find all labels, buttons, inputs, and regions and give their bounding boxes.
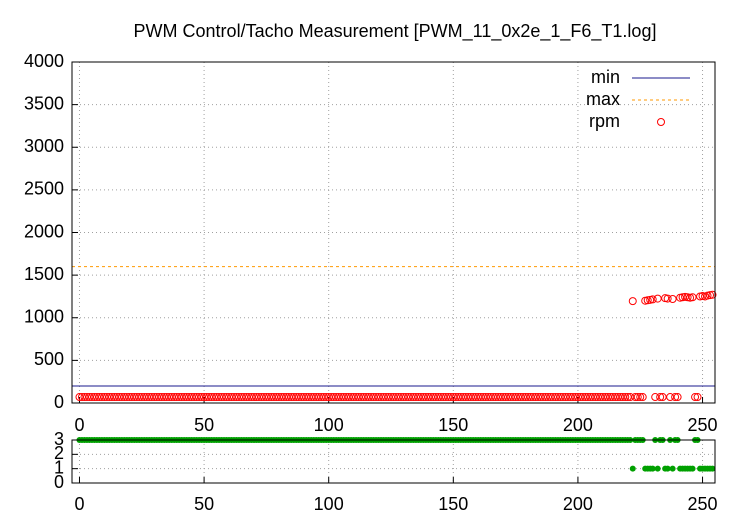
data-point — [673, 393, 682, 402]
data-point — [688, 293, 697, 302]
data-point — [668, 294, 677, 303]
data-point — [689, 465, 696, 472]
x-tick-label: 50 — [194, 494, 214, 514]
data-point — [671, 393, 680, 402]
data-point — [636, 393, 645, 402]
legend-label: min — [591, 67, 620, 87]
y-tick-label: 500 — [34, 349, 64, 369]
y-tick-label: 3 — [54, 429, 64, 449]
data-point — [709, 465, 716, 472]
data-point — [654, 465, 661, 472]
y-tick-label: 0 — [54, 392, 64, 412]
y-tick-label: 4000 — [24, 51, 64, 71]
data-point — [649, 465, 656, 472]
x-tick-label: 100 — [314, 494, 344, 514]
x-tick-label: 50 — [194, 415, 214, 435]
x-tick-label: 100 — [314, 415, 344, 435]
x-tick-label: 250 — [688, 494, 718, 514]
x-tick-label: 200 — [563, 494, 593, 514]
data-point — [648, 295, 657, 304]
data-point — [664, 465, 671, 472]
data-point — [638, 393, 647, 402]
y-tick-label: 2 — [54, 443, 64, 463]
data-point — [628, 297, 637, 306]
y-tick-label: 3500 — [24, 93, 64, 113]
y-tick-label: 2000 — [24, 221, 64, 241]
data-point — [691, 393, 700, 402]
plot-frame — [71, 439, 716, 484]
x-tick-label: 150 — [438, 494, 468, 514]
data-point — [629, 465, 636, 472]
x-tick-label: 0 — [74, 415, 84, 435]
y-tick-label: 1500 — [24, 264, 64, 284]
data-point — [669, 465, 676, 472]
y-tick-label: 1 — [54, 457, 64, 477]
y-tick-label: 0 — [54, 472, 64, 492]
y-tick-label: 1000 — [24, 307, 64, 327]
legend-symbol — [657, 118, 665, 126]
legend-label: rpm — [589, 111, 620, 131]
plot-frame — [71, 61, 716, 404]
x-tick-label: 250 — [688, 415, 718, 435]
x-tick-label: 200 — [563, 415, 593, 435]
data-point — [663, 294, 672, 303]
y-tick-label: 3000 — [24, 136, 64, 156]
x-tick-label: 150 — [438, 415, 468, 435]
y-tick-label: 2500 — [24, 179, 64, 199]
data-point — [633, 393, 642, 402]
data-point — [708, 290, 717, 299]
data-point — [656, 393, 665, 402]
chart-title: PWM Control/Tacho Measurement [PWM_11_0x… — [134, 21, 657, 42]
data-point — [693, 393, 702, 402]
data-point — [653, 294, 662, 303]
legend-label: max — [586, 89, 620, 109]
x-tick-label: 0 — [74, 494, 84, 514]
data-point — [621, 393, 630, 402]
